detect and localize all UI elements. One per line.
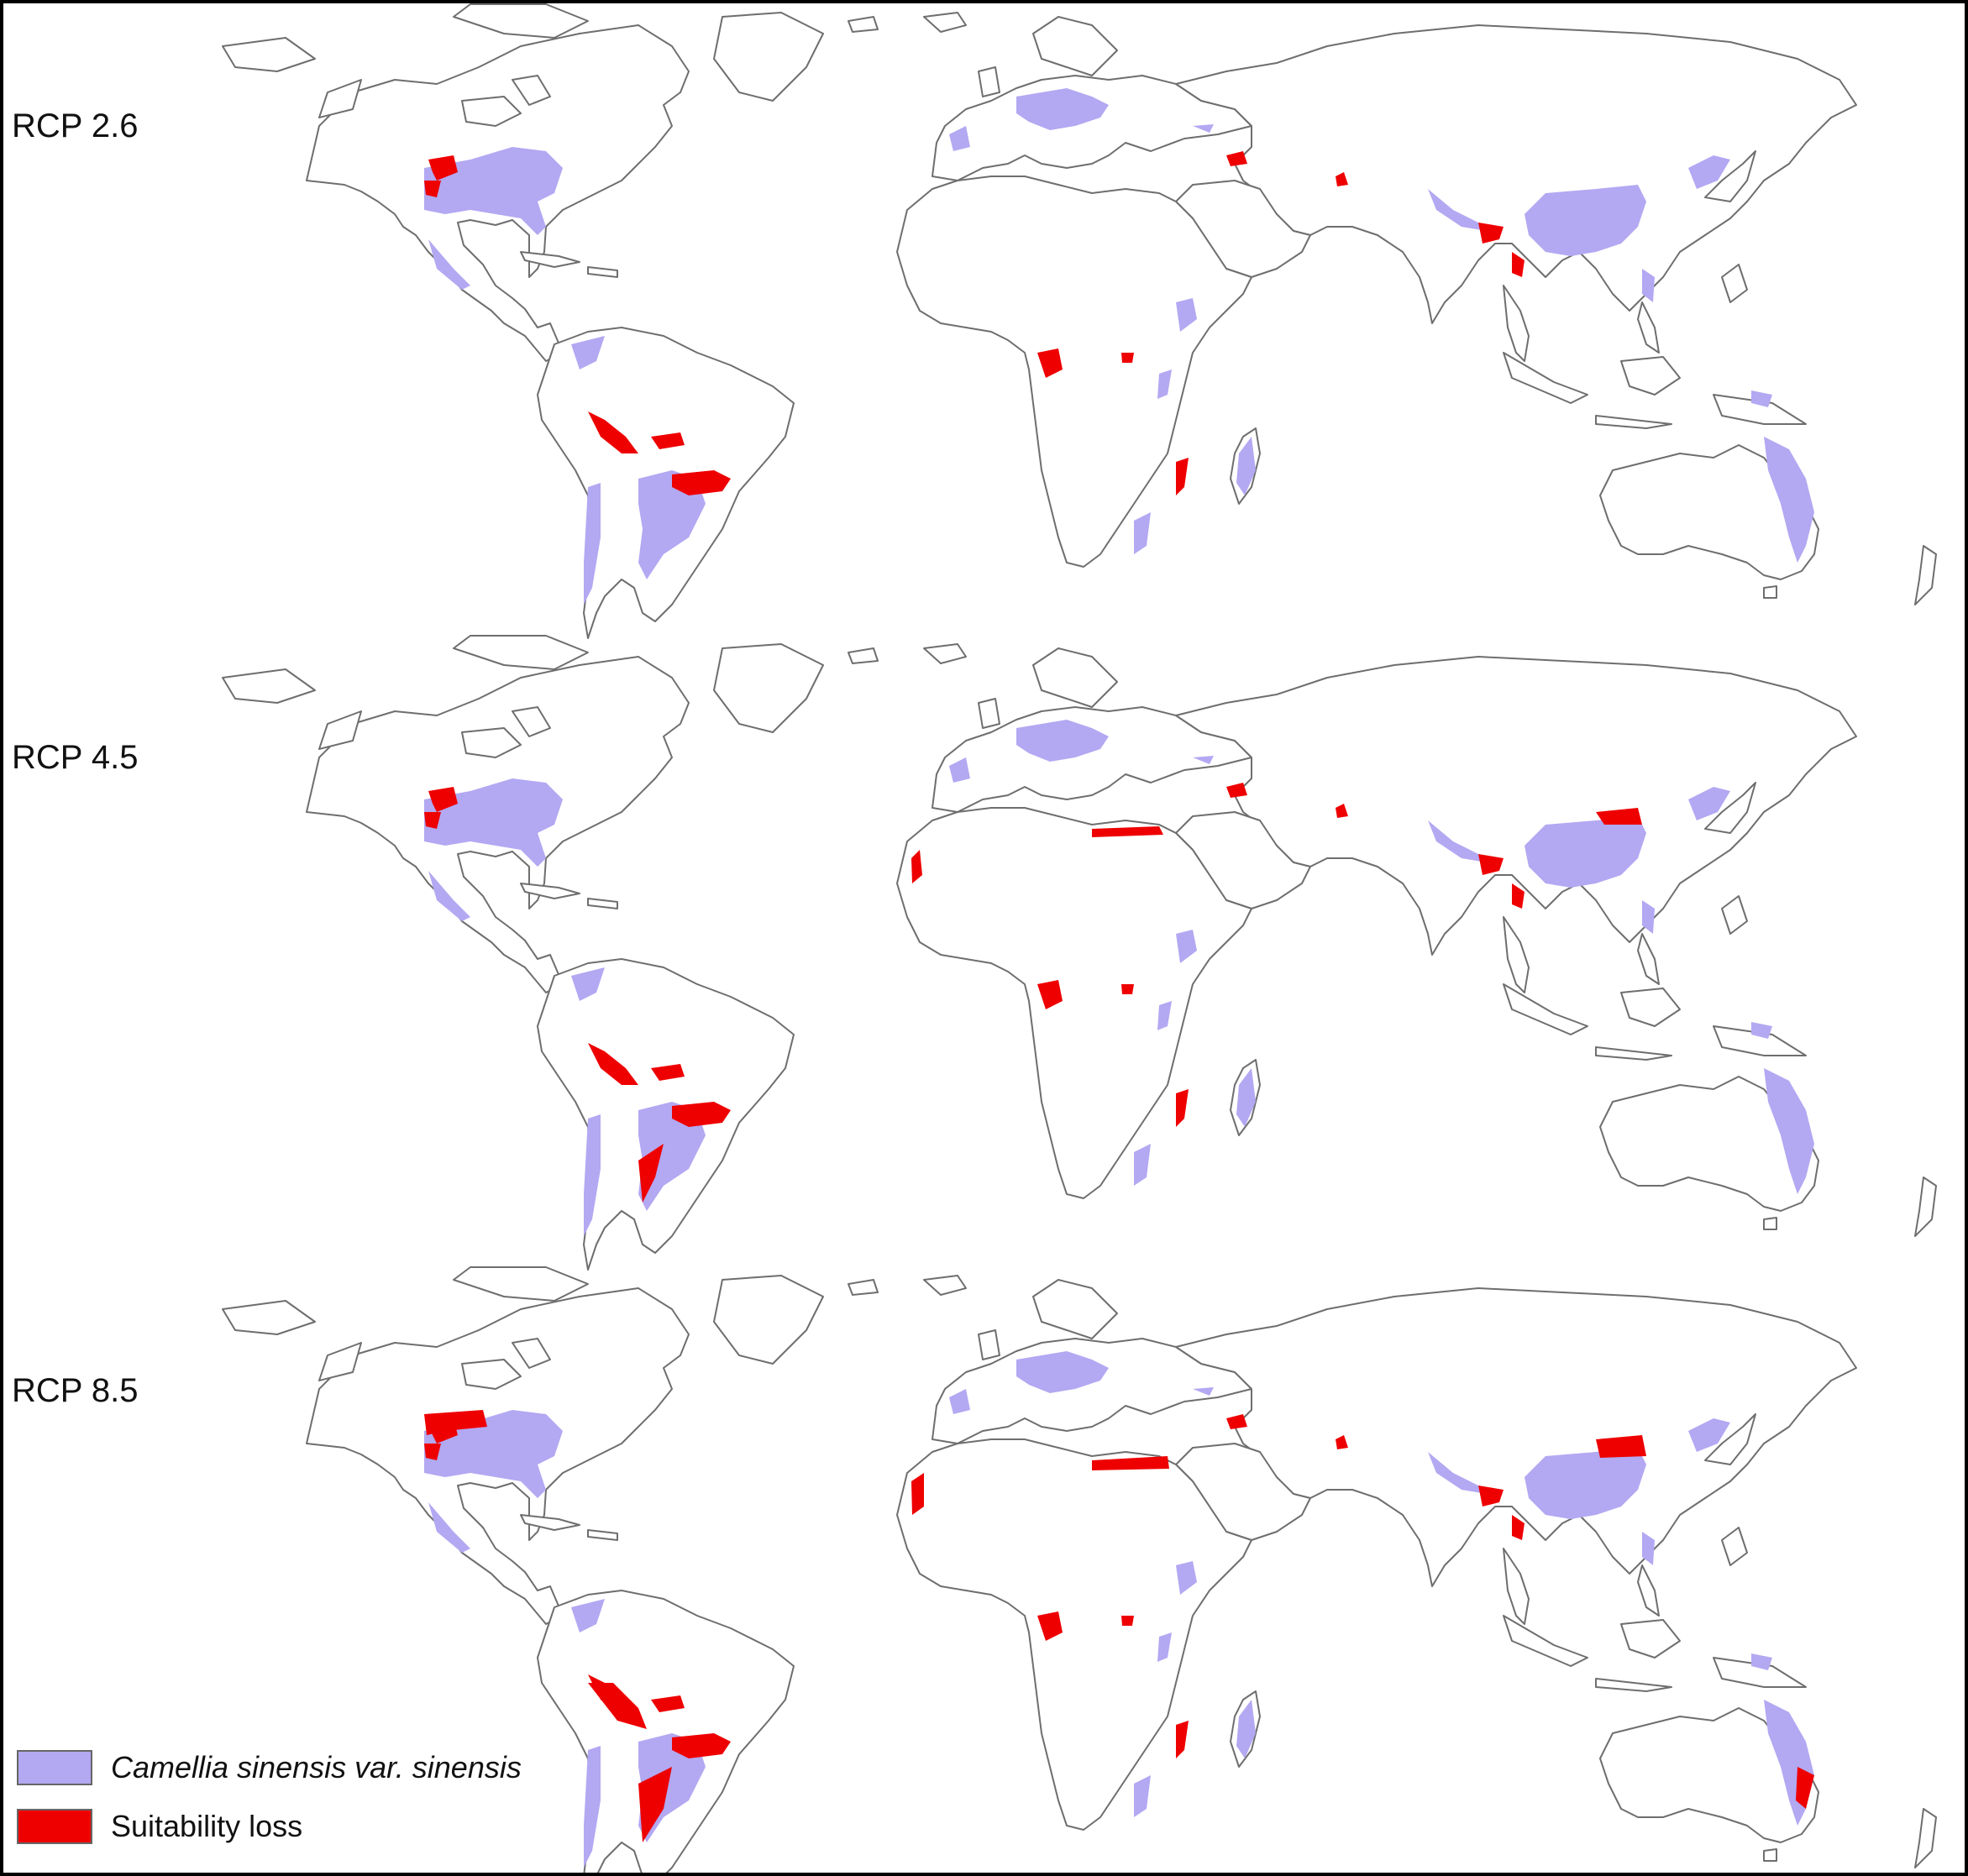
- legend-label-suitable: Camellia sinensis var. sinensis: [111, 1750, 522, 1784]
- legend-item-loss: Suitability loss: [17, 1805, 302, 1847]
- map-panel-rcp85: [222, 1266, 1937, 1876]
- legend-swatch-loss: [17, 1809, 92, 1844]
- legend-label-loss: Suitability loss: [111, 1809, 303, 1843]
- legend-swatch-suitable: [17, 1750, 92, 1785]
- panel-label-rcp45: RCP 4.5: [12, 739, 139, 776]
- legend-item-suitable: Camellia sinensis var. sinensis: [17, 1747, 522, 1789]
- map-panel-rcp45: [222, 635, 1937, 1271]
- map-panel-rcp26: [222, 3, 1937, 639]
- panel-label-rcp26: RCP 2.6: [12, 107, 139, 144]
- panel-label-rcp85: RCP 8.5: [12, 1372, 139, 1409]
